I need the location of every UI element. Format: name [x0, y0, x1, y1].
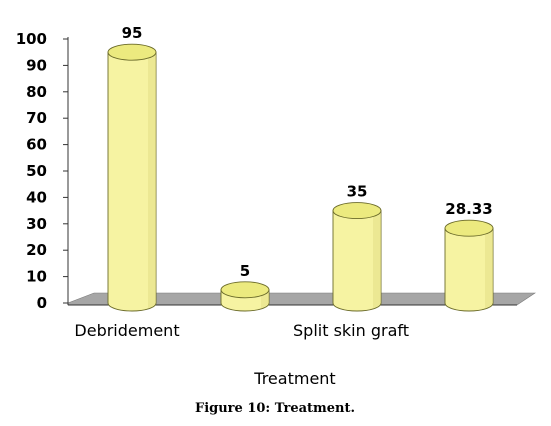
- category-labels: Debridement Split skin graft: [74, 321, 409, 340]
- data-label: 35: [347, 183, 368, 201]
- data-labels: 95 5 35 28.33: [122, 24, 493, 280]
- bar-shade: [148, 52, 156, 309]
- bar-top: [107, 43, 157, 61]
- data-label: 5: [240, 262, 250, 280]
- y-tick-label: 30: [26, 215, 47, 233]
- x-axis-title: Treatment: [253, 369, 335, 388]
- bar-top: [444, 219, 494, 237]
- bar: [444, 219, 494, 312]
- y-tick-label: 50: [26, 162, 47, 180]
- bar-shade: [373, 210, 381, 308]
- category-label: Debridement: [74, 321, 179, 340]
- y-axis: 0 10 20 30 40 50 60 70 80 90 100: [16, 30, 69, 312]
- figure-caption: Figure 10: Treatment.: [195, 401, 355, 416]
- y-tick-label: 20: [26, 241, 47, 259]
- bar: [220, 281, 270, 312]
- bar-top: [220, 281, 270, 299]
- bars: [107, 43, 494, 312]
- y-tick-label: 60: [26, 136, 47, 154]
- bar-body: [444, 227, 494, 312]
- y-tick-label: 70: [26, 109, 47, 127]
- bar-body: [332, 210, 382, 312]
- bar-body: [107, 51, 157, 312]
- bar-top: [332, 202, 382, 220]
- bar: [107, 43, 157, 312]
- category-label: Split skin graft: [293, 321, 409, 340]
- y-tick-label: 100: [16, 30, 47, 48]
- bar-shade: [485, 228, 493, 308]
- data-label: 95: [122, 24, 143, 42]
- y-tick-label: 90: [26, 56, 47, 74]
- y-tick-label: 40: [26, 188, 47, 206]
- data-label: 28.33: [445, 200, 492, 218]
- y-tick-label: 0: [37, 294, 47, 312]
- y-tick-label: 10: [26, 268, 47, 286]
- bar: [332, 202, 382, 312]
- y-tick-label: 80: [26, 83, 47, 101]
